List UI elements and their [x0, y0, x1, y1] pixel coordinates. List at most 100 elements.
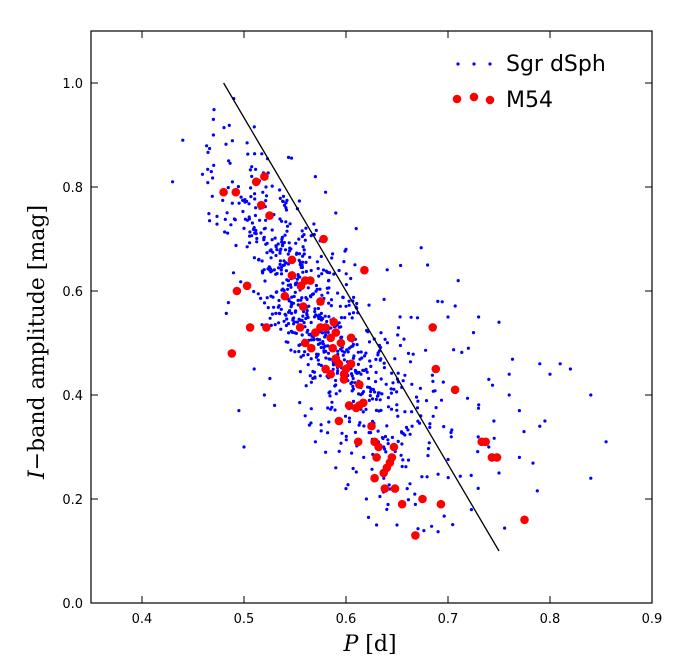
sgr-point [281, 194, 286, 198]
m54-point [295, 323, 305, 332]
sgr-point [418, 386, 422, 390]
sgr-point [386, 502, 390, 507]
sgr-point [379, 331, 383, 335]
sgr-point [337, 449, 341, 453]
sgr-point [301, 270, 305, 274]
sgr-point [316, 352, 320, 356]
sgr-point [428, 425, 432, 429]
m54-point [346, 333, 356, 343]
sgr-point [250, 174, 254, 178]
m54-point [329, 317, 339, 327]
sgr-point [285, 229, 289, 233]
sgr-point [285, 198, 289, 202]
sgr-point [347, 312, 352, 316]
sgr-point [252, 226, 256, 230]
sgr-point [274, 253, 278, 258]
sgr-point [364, 351, 368, 355]
sgr-point [252, 367, 256, 371]
x-axis-unit: [d] [358, 632, 396, 657]
sgr-point [228, 161, 232, 165]
sgr-point [284, 269, 288, 273]
sgr-point [284, 323, 288, 328]
sgr-point [343, 350, 347, 354]
sgr-point [389, 387, 393, 391]
sgr-point [386, 396, 390, 400]
sgr-point [450, 428, 454, 432]
m54-point [389, 442, 399, 452]
m54-point [411, 531, 420, 540]
sgr-point [408, 360, 413, 364]
sgr-point [252, 125, 256, 129]
sgr-point [344, 272, 348, 276]
sgr-point [209, 170, 213, 174]
sgr-point [265, 296, 269, 300]
sgr-point [307, 423, 311, 427]
sgr-point [379, 377, 383, 381]
sgr-point [368, 394, 372, 398]
sgr-point [304, 384, 308, 388]
sgr-point [453, 304, 457, 308]
sgr-point [278, 262, 282, 266]
sgr-point [449, 430, 453, 435]
m54-point [298, 302, 308, 311]
sgr-point [270, 238, 274, 242]
sgr-point [510, 357, 515, 361]
m54-point [231, 187, 241, 197]
sgr-point [260, 259, 264, 263]
sgr-point [260, 152, 264, 156]
m54-point [436, 499, 446, 509]
m54-point [390, 484, 400, 493]
sgr-point [330, 405, 334, 409]
sgr-point [319, 345, 323, 350]
sgr-point [347, 303, 351, 307]
sgr-point [399, 453, 403, 457]
sgr-point [358, 421, 362, 425]
sgr-point [349, 276, 353, 281]
sgr-point [374, 408, 378, 412]
sgr-point [319, 311, 323, 315]
sgr-point [347, 416, 352, 420]
sgr-point [385, 507, 389, 511]
sgr-point [374, 357, 378, 361]
m54-point [380, 484, 390, 493]
sgr-point [286, 155, 291, 159]
sgr-point [354, 470, 358, 474]
sgr-point [248, 234, 252, 238]
sgr-point [313, 307, 317, 311]
m54-point [227, 349, 237, 358]
sgr-point [249, 186, 253, 190]
sgr-point [357, 392, 361, 396]
sgr-point [255, 240, 259, 244]
sgr-point [336, 349, 340, 353]
sgr-point [231, 271, 236, 275]
sgr-point [278, 251, 282, 255]
sgr-point [309, 320, 313, 325]
sgr-point [278, 259, 282, 263]
sgr-point [337, 268, 341, 273]
sgr-point [311, 369, 315, 374]
sgr-point [367, 340, 372, 344]
sgr-point [208, 219, 212, 223]
y-tick-label: 0.6 [62, 285, 83, 300]
m54-point [316, 297, 325, 306]
sgr-point [250, 221, 254, 225]
m54-point [428, 323, 438, 332]
sgr-point [226, 186, 230, 190]
sgr-point [411, 352, 415, 356]
sgr-point [346, 350, 350, 354]
sgr-point [334, 378, 338, 383]
sgr-point [369, 431, 373, 435]
sgr-point [294, 241, 298, 245]
sgr-point [338, 389, 342, 393]
sgr-point [497, 471, 501, 475]
sgr-point [401, 379, 405, 383]
sgr-point [490, 383, 495, 387]
m54-point [359, 398, 368, 408]
sgr-point [426, 454, 430, 458]
sgr-point [274, 245, 278, 249]
sgr-point [385, 424, 389, 428]
sgr-point [326, 431, 330, 435]
sgr-point [230, 201, 234, 205]
sgr-point [344, 247, 348, 251]
sgr-point [211, 133, 215, 137]
